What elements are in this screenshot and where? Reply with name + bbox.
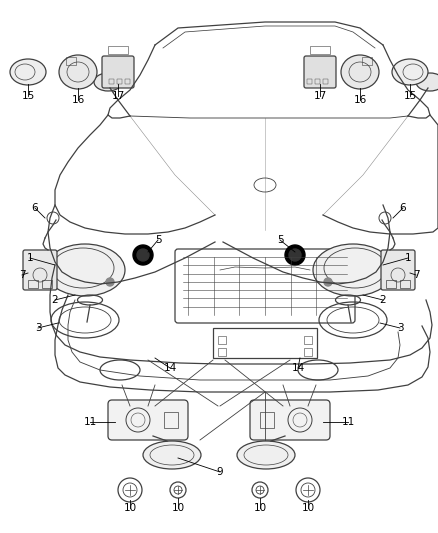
Text: 10: 10 <box>254 503 267 513</box>
Text: 5: 5 <box>155 235 161 245</box>
Text: 7: 7 <box>413 270 419 280</box>
Text: 14: 14 <box>163 363 177 373</box>
FancyBboxPatch shape <box>23 250 57 290</box>
Text: 3: 3 <box>35 323 41 333</box>
Text: 11: 11 <box>83 417 97 427</box>
Ellipse shape <box>45 244 125 296</box>
Text: 6: 6 <box>400 203 406 213</box>
Bar <box>66 57 76 65</box>
Text: 10: 10 <box>301 503 314 513</box>
Text: 1: 1 <box>27 253 33 263</box>
FancyBboxPatch shape <box>304 56 336 88</box>
Bar <box>315 79 320 84</box>
Text: 16: 16 <box>353 95 367 105</box>
Text: 15: 15 <box>403 91 417 101</box>
Ellipse shape <box>237 441 295 469</box>
FancyBboxPatch shape <box>381 250 415 290</box>
Ellipse shape <box>416 73 438 91</box>
Circle shape <box>106 278 114 286</box>
Bar <box>304 336 312 344</box>
Ellipse shape <box>341 55 379 89</box>
Text: 6: 6 <box>32 203 38 213</box>
Text: 2: 2 <box>380 295 386 305</box>
Text: 2: 2 <box>52 295 58 305</box>
FancyBboxPatch shape <box>108 400 188 440</box>
Text: 17: 17 <box>313 91 327 101</box>
Bar <box>109 79 114 84</box>
FancyBboxPatch shape <box>250 400 330 440</box>
Bar <box>28 280 38 288</box>
Bar <box>218 348 226 356</box>
Text: 14: 14 <box>291 363 304 373</box>
Bar <box>400 280 410 288</box>
Bar <box>213 328 317 358</box>
Ellipse shape <box>10 59 46 85</box>
Text: 10: 10 <box>124 503 137 513</box>
Text: 7: 7 <box>19 270 25 280</box>
Bar <box>323 79 328 84</box>
Bar <box>362 57 372 65</box>
Text: 1: 1 <box>405 253 411 263</box>
Circle shape <box>324 278 332 286</box>
Text: 15: 15 <box>21 91 35 101</box>
Text: 17: 17 <box>111 91 125 101</box>
Bar <box>117 79 122 84</box>
Bar <box>108 46 128 54</box>
Text: 9: 9 <box>217 467 223 477</box>
Ellipse shape <box>143 441 201 469</box>
Bar <box>164 412 178 428</box>
Ellipse shape <box>70 255 120 281</box>
Text: 3: 3 <box>397 323 403 333</box>
Text: 10: 10 <box>171 503 184 513</box>
Text: 5: 5 <box>277 235 283 245</box>
Circle shape <box>137 249 149 261</box>
Circle shape <box>133 245 153 265</box>
Bar <box>125 79 130 84</box>
Bar <box>386 280 396 288</box>
Ellipse shape <box>318 255 368 281</box>
Bar <box>310 46 330 54</box>
Ellipse shape <box>392 59 428 85</box>
Ellipse shape <box>313 244 393 296</box>
Bar <box>307 79 312 84</box>
Ellipse shape <box>59 55 97 89</box>
Text: 16: 16 <box>71 95 85 105</box>
Bar <box>304 348 312 356</box>
Text: 11: 11 <box>341 417 355 427</box>
Ellipse shape <box>94 73 122 91</box>
Bar <box>42 280 52 288</box>
Bar <box>218 336 226 344</box>
Circle shape <box>289 249 301 261</box>
Bar <box>260 412 274 428</box>
Circle shape <box>285 245 305 265</box>
FancyBboxPatch shape <box>102 56 134 88</box>
